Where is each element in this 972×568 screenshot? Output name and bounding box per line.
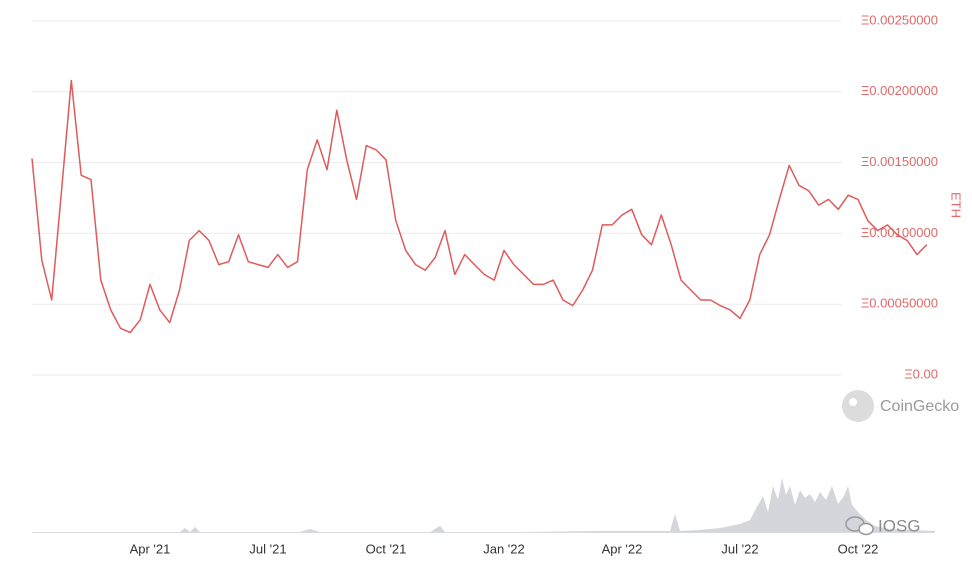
- x-tick-label: Oct '22: [838, 541, 879, 556]
- x-tick-label: Oct '21: [366, 541, 407, 556]
- watermark: IOSG: [878, 516, 921, 535]
- watermark: CoinGecko: [880, 398, 959, 415]
- y-tick-label: Ξ0.00100000: [861, 225, 938, 240]
- y-axis-label: ETH: [949, 192, 964, 218]
- x-tick-label: Jul '22: [721, 541, 758, 556]
- x-tick-label: Apr '22: [602, 541, 643, 556]
- price-line: [31, 79, 928, 334]
- x-tick-label: Jul '21: [249, 541, 286, 556]
- volume-area: [32, 478, 935, 533]
- y-tick-label: Ξ0.00250000: [861, 12, 938, 27]
- y-tick-label: Ξ0.00150000: [861, 154, 938, 169]
- y-tick-label: Ξ0.00200000: [861, 83, 938, 98]
- y-tick-label: Ξ0.00: [904, 366, 938, 381]
- coingecko-logo: [842, 390, 874, 422]
- y-tick-label: Ξ0.00050000: [861, 296, 938, 311]
- x-tick-label: Jan '22: [483, 541, 525, 556]
- wechat-icon: [858, 522, 874, 536]
- x-tick-label: Apr '21: [130, 541, 171, 556]
- coingecko-logo-eye: [849, 398, 857, 406]
